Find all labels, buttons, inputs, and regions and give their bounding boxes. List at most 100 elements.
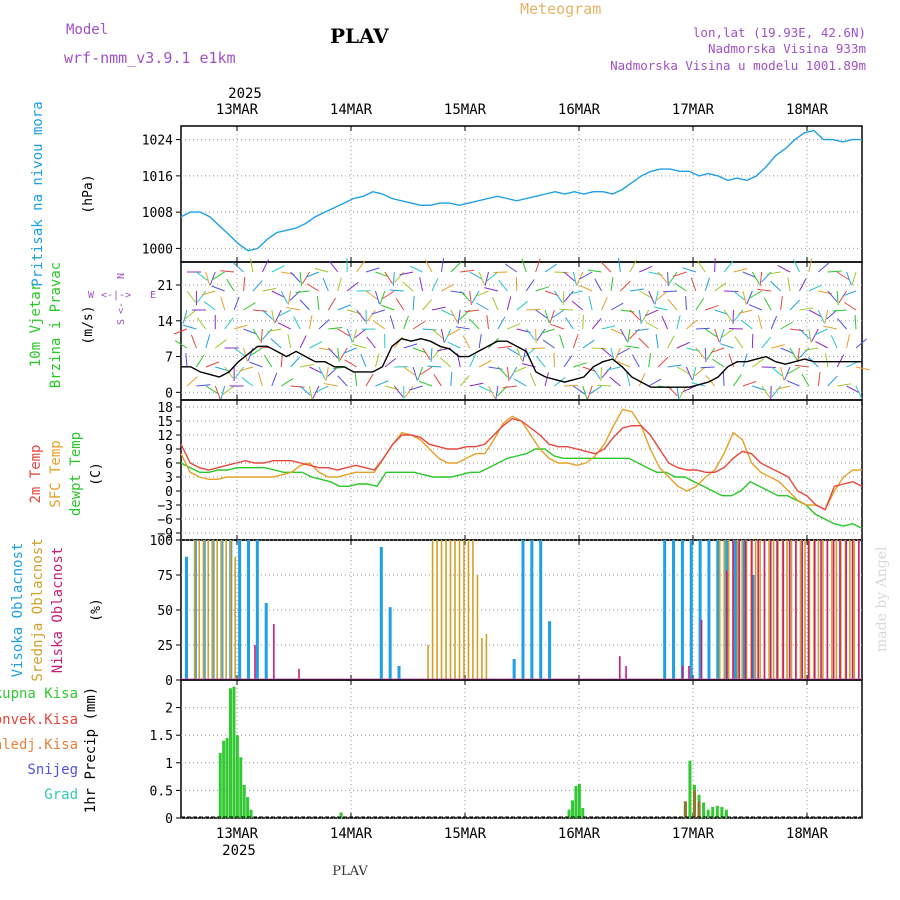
wind-vector bbox=[422, 347, 431, 361]
wind-vector bbox=[318, 319, 330, 330]
wind-vector bbox=[379, 290, 386, 305]
wind-vector bbox=[447, 328, 461, 337]
wind-vector bbox=[692, 366, 697, 381]
wind-vector bbox=[733, 374, 742, 387]
wind-vector bbox=[382, 290, 395, 300]
wind-vector bbox=[573, 385, 586, 395]
wind-vector bbox=[714, 282, 727, 292]
wind-vector bbox=[817, 262, 830, 273]
precip-unit: 1hr Precip (mm) bbox=[83, 687, 99, 813]
wind-vector bbox=[505, 263, 518, 273]
wind-ylabel-2: Brzina i Pravac bbox=[48, 262, 64, 388]
wind-vector bbox=[620, 280, 631, 292]
wind-vector bbox=[328, 260, 339, 273]
wind-vector bbox=[676, 385, 680, 400]
wind-vector bbox=[626, 372, 631, 387]
wind-vector bbox=[346, 328, 353, 343]
model-altitude-label: Nadmorska Visina u modelu 1001.89m bbox=[610, 58, 866, 73]
wind-vector bbox=[502, 385, 517, 389]
compass-south: S bbox=[116, 319, 127, 325]
wind-vector bbox=[854, 314, 857, 330]
precip-total-bar bbox=[339, 812, 343, 818]
wind-vector bbox=[497, 366, 509, 378]
wind-vector bbox=[431, 328, 443, 339]
cloud-mid-bar bbox=[431, 540, 434, 680]
wind-vector bbox=[309, 315, 313, 330]
wind-vector bbox=[465, 309, 480, 313]
cloud-low-bar bbox=[763, 540, 766, 680]
wind-vector bbox=[484, 271, 490, 286]
wind-vector bbox=[475, 290, 489, 297]
wind-vector bbox=[450, 261, 462, 273]
wind-vector bbox=[412, 347, 427, 354]
wind-vector bbox=[761, 385, 771, 398]
cloud-low-bar bbox=[845, 540, 848, 680]
wind-vector bbox=[594, 278, 603, 292]
cloud-high-bar bbox=[512, 659, 516, 680]
wind-vector bbox=[271, 309, 275, 324]
wind-vector bbox=[173, 328, 188, 335]
wind-vector bbox=[770, 315, 778, 330]
wind-vector bbox=[234, 366, 244, 379]
wind-vector bbox=[471, 290, 480, 304]
wind-vector bbox=[836, 354, 845, 368]
cloud-mid-bar bbox=[436, 540, 438, 680]
wind-vector bbox=[544, 263, 557, 273]
clouds-ylabel-2: Srednja Oblacnost bbox=[30, 538, 46, 681]
product-title: Meteogram bbox=[520, 0, 601, 18]
wind-vector bbox=[799, 278, 807, 292]
cloud-mid-bar bbox=[485, 633, 488, 680]
clouds-ytick-label: 75 bbox=[157, 569, 173, 584]
wind-vector bbox=[536, 328, 546, 341]
wind-vector bbox=[855, 385, 863, 399]
wind-vector bbox=[403, 343, 418, 349]
bottom-day-label: 15MAR bbox=[444, 826, 487, 842]
wind-vector bbox=[392, 271, 395, 287]
wind-vector bbox=[252, 280, 263, 292]
wind-vector bbox=[301, 271, 310, 285]
wind-vector bbox=[563, 355, 573, 368]
wind-vector bbox=[290, 356, 301, 368]
wind-vector bbox=[354, 328, 367, 339]
precip-total-bar bbox=[720, 806, 724, 818]
wind-ytick-label: 7 bbox=[165, 351, 173, 366]
wind-vector bbox=[404, 385, 414, 398]
cloud-high-bar bbox=[680, 540, 684, 680]
wind-vector bbox=[741, 319, 753, 330]
precip-frz-bar bbox=[683, 801, 687, 818]
precip-total-bar bbox=[711, 806, 715, 818]
clouds-ytick-label: 25 bbox=[157, 639, 173, 654]
wind-vector bbox=[337, 277, 342, 292]
wind-vector bbox=[422, 299, 433, 311]
temperature-ytick-label: −3 bbox=[157, 499, 173, 514]
station-title: PLAV bbox=[330, 24, 389, 48]
wind-vector bbox=[662, 290, 677, 293]
precip-legend-item: Ukupna Kisa bbox=[0, 686, 78, 702]
temp-unit: (C) bbox=[89, 462, 104, 485]
wind-vector bbox=[851, 271, 857, 286]
wind-vector bbox=[337, 347, 340, 362]
wind-vector bbox=[780, 347, 794, 354]
wind-vector bbox=[770, 280, 781, 292]
wind-vector bbox=[306, 283, 320, 292]
wind-vector bbox=[827, 270, 842, 273]
wind-vector bbox=[316, 296, 320, 311]
wind-vector bbox=[469, 382, 484, 387]
wind-vector bbox=[486, 271, 499, 282]
wind-vector bbox=[395, 297, 405, 311]
cloud-high-bar bbox=[246, 540, 250, 680]
wind-vector bbox=[554, 271, 569, 274]
cloud-low-bar bbox=[700, 619, 703, 680]
wind-vector bbox=[211, 285, 225, 292]
wind-vector bbox=[830, 335, 838, 349]
wind-vector bbox=[409, 265, 423, 273]
cloud-high-bar bbox=[716, 540, 720, 680]
model-label: Model bbox=[66, 22, 108, 38]
wind-vector bbox=[695, 298, 705, 311]
compass-arrows-v: <- bbox=[116, 302, 127, 314]
wind-vector bbox=[263, 354, 273, 368]
wind-vector bbox=[419, 366, 433, 376]
wind-vector bbox=[205, 385, 218, 394]
wind-vector bbox=[757, 288, 772, 292]
bottom-day-label: 17MAR bbox=[672, 826, 715, 842]
